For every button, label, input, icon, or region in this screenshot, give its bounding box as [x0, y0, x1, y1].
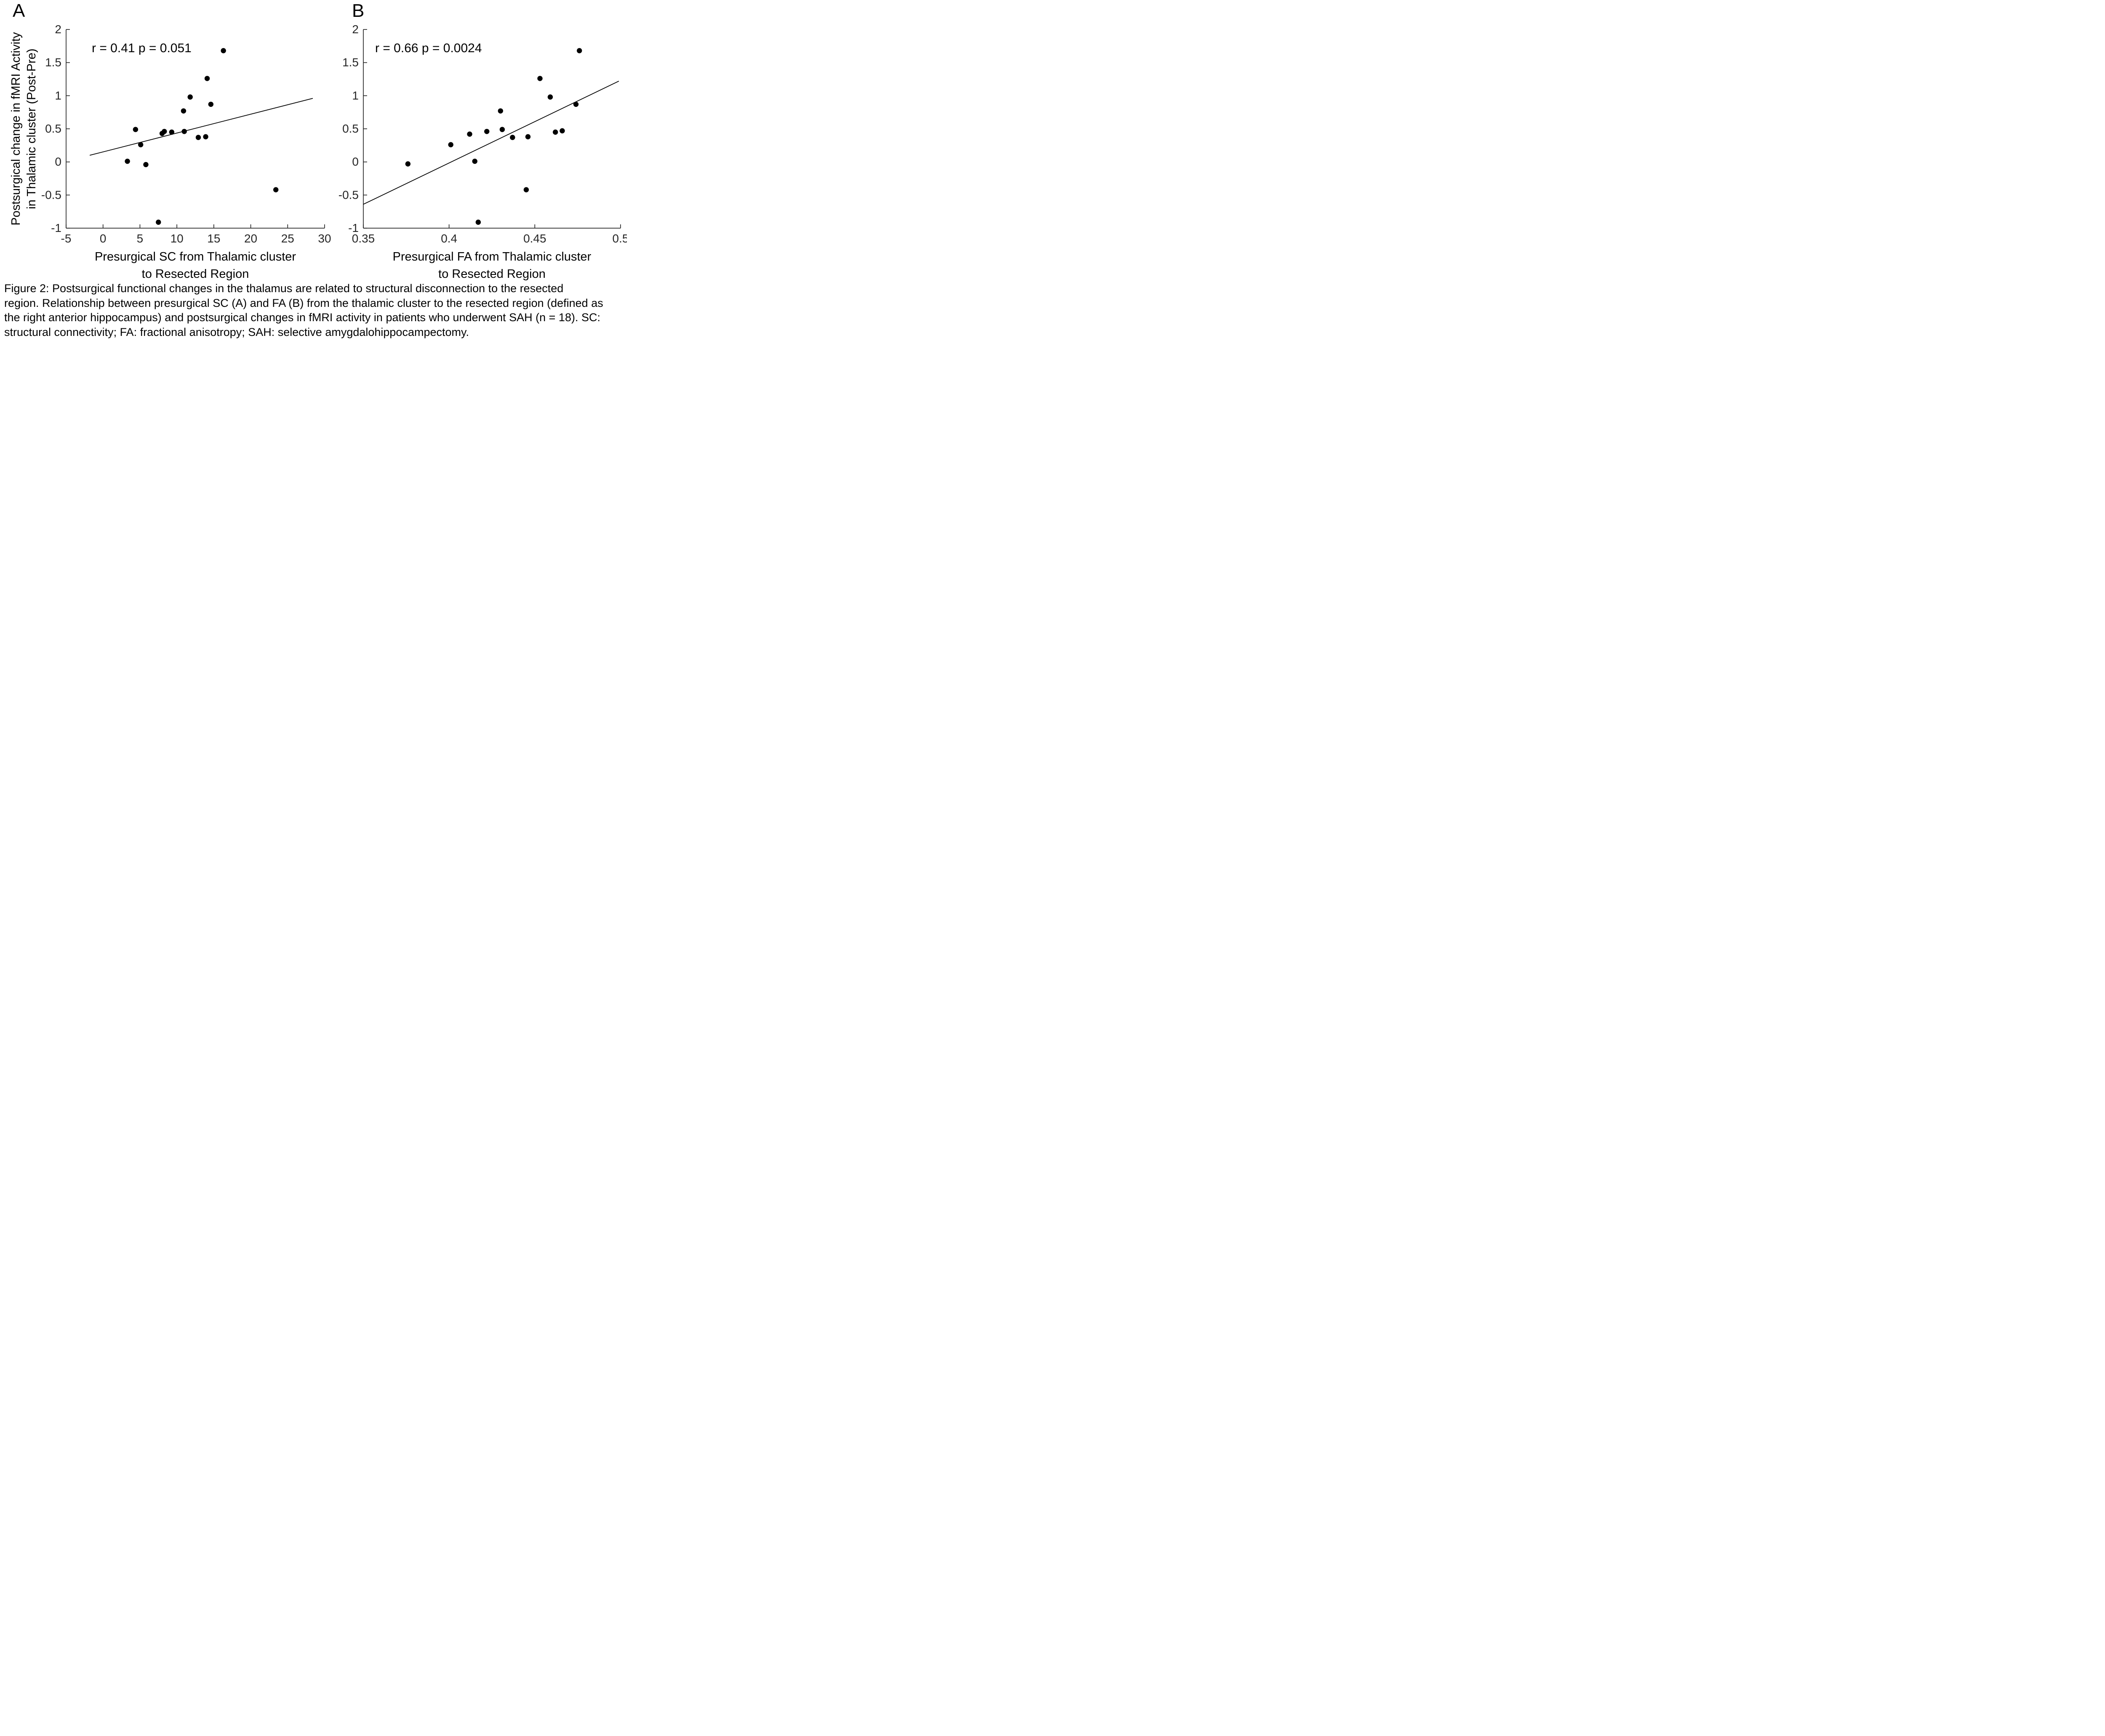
scatter-point: [195, 135, 201, 140]
scatter-point: [523, 187, 529, 192]
scatter-point: [162, 129, 167, 134]
figure-caption: Figure 2: Postsurgical functional change…: [4, 281, 626, 339]
scatter-plot-a: -5 0 5 10 15 20 25 30 -1 -0.5 0 0.5 1 1.5 2: [41, 21, 335, 260]
scatter-point: [498, 108, 504, 114]
scatter-point: [573, 101, 579, 107]
caption-line: region. Relationship between presurgical…: [4, 296, 603, 309]
scatter-point: [547, 94, 553, 100]
scatter-point: [208, 101, 214, 107]
caption-line: Figure 2: Postsurgical functional change…: [4, 282, 564, 295]
x-tick-label: 20: [244, 232, 257, 245]
y-tick-label: 0.5: [342, 122, 359, 135]
scatter-point: [448, 142, 453, 147]
scatter-point: [221, 48, 226, 53]
y-tick-label: 0: [55, 155, 61, 168]
y-tick-label: -0.5: [41, 188, 61, 201]
scatter-point: [467, 131, 472, 137]
y-axis-label-line2: in Thalamic cluster (Post-Pre): [25, 48, 38, 209]
x-tick-label: 25: [281, 232, 294, 245]
y-tick-label: -1: [51, 221, 61, 234]
scatter-point: [143, 162, 149, 168]
x-tick-label: 0: [100, 232, 107, 245]
x-axis-label-a-line1: Presurgical SC from Thalamic cluster: [94, 250, 296, 264]
scatter-plot-b: 0.35 0.4 0.45 0.5 -1 -0.5 0 0.5 1 1.5 2: [338, 21, 627, 260]
figure-2-page: A B Postsurgical change in fMRI Activity…: [0, 0, 627, 347]
scatter-point: [577, 48, 582, 53]
panel-a-tag: A: [13, 0, 25, 21]
panel-b-tag: B: [352, 0, 365, 21]
scatter-point: [484, 129, 490, 134]
scatter-point: [560, 128, 565, 133]
caption-line: structural connectivity; FA: fractional …: [4, 325, 469, 338]
x-tick-label: 0.4: [441, 232, 457, 245]
scatter-point: [169, 129, 175, 135]
correlation-annotation-b: r = 0.66 p = 0.0024: [375, 41, 482, 55]
x-axis-label-b-line2: to Resected Region: [438, 267, 546, 281]
x-tick-label: 10: [171, 232, 184, 245]
scatter-point: [273, 187, 279, 192]
x-tick-label: 0.45: [523, 232, 546, 245]
scatter-plot-b-svg: 0.35 0.4 0.45 0.5 -1 -0.5 0 0.5 1 1.5 2: [338, 23, 627, 245]
scatter-point: [204, 76, 210, 81]
scatter-point: [203, 134, 208, 140]
caption-line: the right anterior hippocampus) and post…: [4, 311, 600, 324]
y-tick-label: 1: [55, 89, 61, 102]
x-tick-label: 30: [318, 232, 331, 245]
x-axis-label-b: Presurgical FA from Thalamic cluster to …: [363, 248, 621, 283]
scatter-point: [181, 129, 187, 134]
scatter-plot-a-svg: -5 0 5 10 15 20 25 30 -1 -0.5 0 0.5 1 1.5 2: [41, 23, 331, 245]
correlation-annotation-a: r = 0.41 p = 0.051: [92, 41, 192, 55]
scatter-point: [133, 127, 139, 132]
y-tick-label: -1: [348, 221, 359, 234]
y-axis-label-line1: Postsurgical change in fMRI Activity: [9, 32, 23, 226]
x-tick-label: 0.5: [613, 232, 627, 245]
x-axis-label-a-line2: to Resected Region: [141, 267, 249, 281]
scatter-point: [405, 161, 411, 167]
x-tick-label: 5: [137, 232, 144, 245]
y-axis-label: Postsurgical change in fMRI Activity in …: [8, 32, 40, 225]
scatter-point: [553, 129, 558, 135]
scatter-point: [499, 127, 505, 132]
y-tick-label: 1: [352, 89, 359, 102]
scatter-point: [537, 76, 543, 81]
x-tick-label: -5: [61, 232, 72, 245]
x-tick-label: 15: [207, 232, 220, 245]
y-tick-label: 2: [352, 23, 359, 36]
regression-line: [363, 80, 619, 205]
y-tick-label: 1.5: [342, 56, 359, 69]
x-axis-label-b-line1: Presurgical FA from Thalamic cluster: [392, 250, 592, 264]
x-axis-label-a: Presurgical SC from Thalamic cluster to …: [66, 248, 325, 283]
regression-line: [89, 98, 313, 156]
scatter-point: [181, 108, 187, 114]
scatter-point: [525, 134, 531, 140]
y-tick-label: 2: [55, 23, 61, 36]
scatter-point: [156, 219, 161, 225]
scatter-point: [138, 142, 144, 147]
scatter-point: [510, 135, 515, 140]
scatter-point: [125, 158, 130, 164]
x-tick-label: 0.35: [352, 232, 375, 245]
y-tick-label: 0: [352, 155, 359, 168]
y-tick-label: 1.5: [45, 56, 61, 69]
scatter-point: [187, 94, 193, 100]
y-tick-label: -0.5: [338, 188, 359, 201]
y-tick-label: 0.5: [45, 122, 61, 135]
scatter-point: [475, 219, 481, 225]
scatter-point: [472, 158, 477, 164]
